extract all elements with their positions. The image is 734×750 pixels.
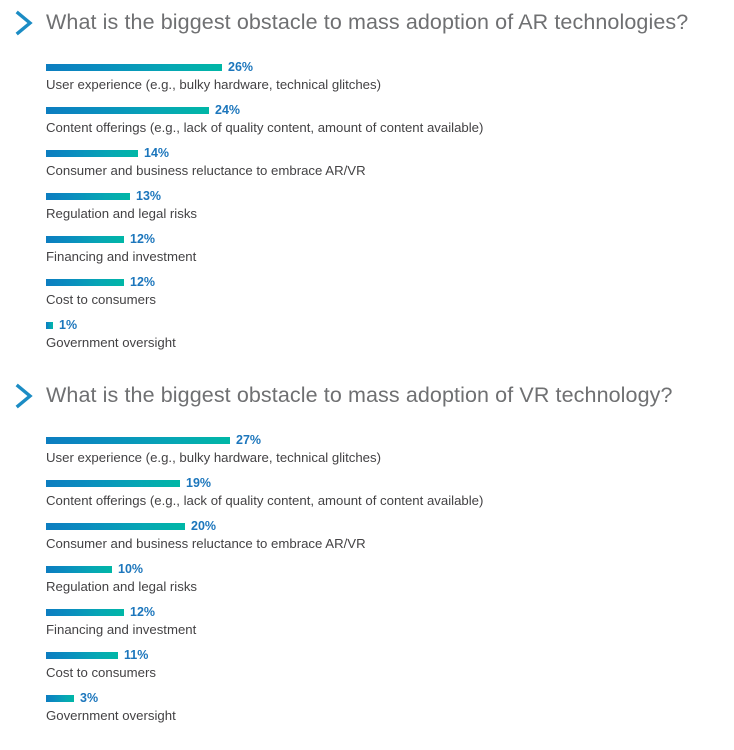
bar-row: 19% Content offerings (e.g., lack of qua… — [46, 476, 734, 521]
bar-line: 11% — [46, 648, 734, 663]
bar-row: 14% Consumer and business reluctance to … — [46, 146, 734, 191]
bar-row: 24% Content offerings (e.g., lack of qua… — [46, 103, 734, 148]
section-ar: What is the biggest obstacle to mass ado… — [0, 0, 734, 363]
bar-value-label: 26% — [228, 60, 254, 75]
bar-fill — [46, 64, 222, 71]
bar-value-label: 12% — [130, 275, 156, 290]
bar-value-label: 10% — [118, 562, 144, 577]
bar-category-label: Cost to consumers — [46, 292, 156, 307]
bar-line: 1% — [46, 318, 734, 333]
bar-line: 27% — [46, 433, 734, 448]
bar-line: 26% — [46, 60, 734, 75]
bar-line: 24% — [46, 103, 734, 118]
bar-fill — [46, 437, 230, 444]
bar-line: 12% — [46, 605, 734, 620]
bar-value-label: 13% — [136, 189, 162, 204]
bar-fill — [46, 322, 53, 329]
bar-value-label: 20% — [191, 519, 217, 534]
bar-row: 12% Financing and investment — [46, 232, 734, 277]
bar-line: 3% — [46, 691, 734, 706]
bar-fill — [46, 150, 138, 157]
bar-value-label: 19% — [186, 476, 212, 491]
bar-value-label: 1% — [59, 318, 78, 333]
bar-fill — [46, 652, 118, 659]
bar-row: 26% User experience (e.g., bulky hardwar… — [46, 60, 734, 105]
bar-category-label: Government oversight — [46, 708, 176, 723]
bar-fill — [46, 523, 185, 530]
bar-fill — [46, 480, 180, 487]
bar-row: 1% Government oversight — [46, 318, 734, 363]
bar-fill — [46, 279, 124, 286]
bar-category-label: Consumer and business reluctance to embr… — [46, 163, 366, 178]
bar-category-label: User experience (e.g., bulky hardware, t… — [46, 77, 381, 92]
bar-value-label: 12% — [130, 232, 156, 247]
bar-line: 14% — [46, 146, 734, 161]
bar-line: 19% — [46, 476, 734, 491]
bar-line: 12% — [46, 275, 734, 290]
bar-category-label: Regulation and legal risks — [46, 579, 198, 594]
bar-row: 13% Regulation and legal risks — [46, 189, 734, 234]
bar-line: 20% — [46, 519, 734, 534]
chevron-right-icon — [15, 10, 33, 36]
section-heading-ar: What is the biggest obstacle to mass ado… — [0, 0, 734, 46]
bar-row: 12% Cost to consumers — [46, 275, 734, 320]
bar-value-label: 11% — [124, 648, 149, 663]
bar-category-label: Content offerings (e.g., lack of quality… — [46, 493, 484, 508]
bar-category-label: Regulation and legal risks — [46, 206, 198, 221]
bar-category-label: User experience (e.g., bulky hardware, t… — [46, 450, 381, 465]
section-heading-text: What is the biggest obstacle to mass ado… — [46, 10, 689, 35]
section-heading-text: What is the biggest obstacle to mass ado… — [46, 383, 673, 408]
bar-fill — [46, 609, 124, 616]
bar-fill — [46, 107, 209, 114]
bar-category-label: Content offerings (e.g., lack of quality… — [46, 120, 484, 135]
bar-fill — [46, 566, 112, 573]
bar-value-label: 12% — [130, 605, 156, 620]
bar-category-label: Financing and investment — [46, 622, 197, 637]
bar-row: 10% Regulation and legal risks — [46, 562, 734, 607]
section-heading-vr: What is the biggest obstacle to mass ado… — [0, 373, 734, 419]
bar-row: 11% Cost to consumers — [46, 648, 734, 693]
bar-line: 13% — [46, 189, 734, 204]
bar-value-label: 14% — [144, 146, 170, 161]
bar-chart-ar: 26% User experience (e.g., bulky hardwar… — [0, 46, 734, 363]
bar-row: 3% Government oversight — [46, 691, 734, 736]
bar-value-label: 24% — [215, 103, 241, 118]
bar-category-label: Government oversight — [46, 335, 176, 350]
bar-line: 10% — [46, 562, 734, 577]
bar-chart-vr: 27% User experience (e.g., bulky hardwar… — [0, 419, 734, 736]
bar-category-label: Cost to consumers — [46, 665, 156, 680]
bar-category-label: Consumer and business reluctance to embr… — [46, 536, 366, 551]
chevron-right-icon — [15, 383, 33, 409]
bar-fill — [46, 695, 74, 702]
bar-row: 20% Consumer and business reluctance to … — [46, 519, 734, 564]
section-vr: What is the biggest obstacle to mass ado… — [0, 373, 734, 736]
bar-value-label: 3% — [80, 691, 99, 706]
bar-line: 12% — [46, 232, 734, 247]
bar-value-label: 27% — [236, 433, 262, 448]
bar-fill — [46, 193, 130, 200]
bar-fill — [46, 236, 124, 243]
bar-category-label: Financing and investment — [46, 249, 197, 264]
bar-row: 12% Financing and investment — [46, 605, 734, 650]
bar-row: 27% User experience (e.g., bulky hardwar… — [46, 433, 734, 478]
